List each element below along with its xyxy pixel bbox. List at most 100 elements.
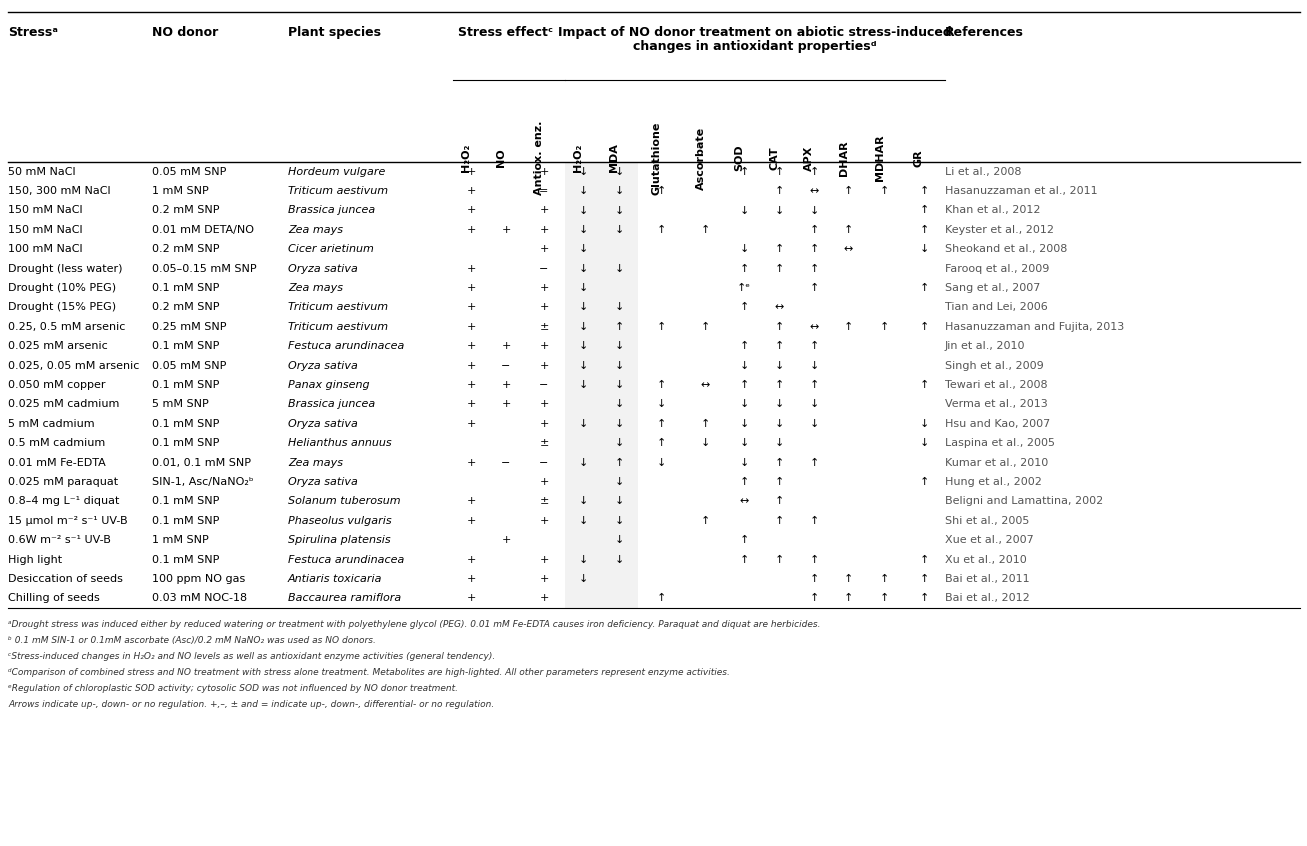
Text: ↑: ↑ [775, 554, 784, 564]
Text: ↑: ↑ [809, 225, 818, 235]
Text: 0.1 mM SNP: 0.1 mM SNP [152, 341, 220, 351]
Text: Arrows indicate up-, down- or no regulation. +,–, ± and = indicate up-, down-, d: Arrows indicate up-, down- or no regulat… [8, 700, 494, 709]
Text: 5 mM SNP: 5 mM SNP [152, 399, 209, 409]
Text: ↑: ↑ [809, 264, 818, 273]
Text: ↓: ↓ [578, 186, 588, 196]
Text: ↔: ↔ [809, 186, 818, 196]
Text: 0.1 mM SNP: 0.1 mM SNP [152, 283, 220, 293]
Text: +: + [502, 341, 511, 351]
Text: Chilling of seeds: Chilling of seeds [8, 593, 99, 603]
Text: Zea mays: Zea mays [288, 458, 342, 468]
Text: ↑: ↑ [844, 186, 853, 196]
Text: ᶜStress-induced changes in H₂O₂ and NO levels as well as antioxidant enzyme acti: ᶜStress-induced changes in H₂O₂ and NO l… [8, 652, 495, 661]
Text: Li et al., 2008: Li et al., 2008 [945, 167, 1022, 177]
Text: Antiaris toxicaria: Antiaris toxicaria [288, 574, 383, 584]
Text: ↓: ↓ [740, 458, 749, 468]
Text: ↑: ↑ [701, 225, 710, 235]
Text: ↑: ↑ [919, 477, 929, 487]
Text: APX: APX [804, 146, 814, 171]
Text: ↑ᵉ: ↑ᵉ [737, 283, 752, 293]
Text: ↓: ↓ [578, 419, 588, 429]
Text: High light: High light [8, 554, 63, 564]
Text: Solanum tuberosum: Solanum tuberosum [288, 497, 401, 507]
Text: ↓: ↓ [614, 186, 625, 196]
Text: ↓: ↓ [614, 399, 625, 409]
Text: Hordeum vulgare: Hordeum vulgare [288, 167, 386, 177]
Text: ↑: ↑ [775, 167, 784, 177]
Text: Cicer arietinum: Cicer arietinum [288, 244, 374, 255]
Text: ↑: ↑ [809, 574, 818, 584]
Text: ↑: ↑ [844, 593, 853, 603]
Text: +: + [502, 380, 511, 390]
Text: Stress effectᶜ: Stress effectᶜ [459, 26, 553, 39]
Text: ↑: ↑ [919, 554, 929, 564]
Text: +: + [467, 264, 476, 273]
Text: +: + [540, 516, 549, 525]
Text: +: + [467, 380, 476, 390]
Text: ↓: ↓ [614, 438, 625, 448]
Text: 0.01 mM Fe-EDTA: 0.01 mM Fe-EDTA [8, 458, 106, 468]
Text: ↑: ↑ [701, 321, 710, 332]
Text: ↓: ↓ [614, 554, 625, 564]
Text: ↔: ↔ [844, 244, 853, 255]
Text: ↓: ↓ [919, 419, 929, 429]
Text: NO donor: NO donor [152, 26, 218, 39]
Text: ↓: ↓ [614, 360, 625, 371]
Text: ↑: ↑ [740, 554, 749, 564]
Text: Triticum aestivum: Triticum aestivum [288, 321, 388, 332]
Text: Festuca arundinacea: Festuca arundinacea [288, 554, 404, 564]
Text: DHAR: DHAR [839, 140, 848, 176]
Text: ↑: ↑ [740, 264, 749, 273]
Text: Ascorbate: Ascorbate [695, 126, 706, 190]
Text: ↓: ↓ [578, 554, 588, 564]
Text: Glutathione: Glutathione [651, 121, 661, 195]
Text: ↓: ↓ [775, 419, 784, 429]
Text: ↓: ↓ [578, 360, 588, 371]
Text: ↑: ↑ [775, 380, 784, 390]
Text: ↓: ↓ [578, 225, 588, 235]
Text: SOD: SOD [735, 145, 744, 171]
Text: +: + [540, 244, 549, 255]
Text: +: + [540, 206, 549, 216]
Text: −: − [502, 458, 511, 468]
Text: Oryza sativa: Oryza sativa [288, 360, 358, 371]
Text: ↑: ↑ [844, 225, 853, 235]
Text: ↑: ↑ [919, 593, 929, 603]
Text: ↑: ↑ [657, 593, 667, 603]
Text: ↓: ↓ [578, 458, 588, 468]
Text: ↑: ↑ [740, 477, 749, 487]
Text: Keyster et al., 2012: Keyster et al., 2012 [945, 225, 1053, 235]
Text: Hsu and Kao, 2007: Hsu and Kao, 2007 [945, 419, 1051, 429]
Text: +: + [540, 477, 549, 487]
Text: ↓: ↓ [614, 302, 625, 312]
Text: −: − [540, 458, 549, 468]
Text: Singh et al., 2009: Singh et al., 2009 [945, 360, 1044, 371]
Text: +: + [502, 536, 511, 545]
Text: 0.2 mM SNP: 0.2 mM SNP [152, 302, 220, 312]
Text: +: + [467, 360, 476, 371]
Text: ↑: ↑ [657, 419, 667, 429]
Text: ↓: ↓ [578, 341, 588, 351]
Text: Helianthus annuus: Helianthus annuus [288, 438, 392, 448]
Text: ±: ± [540, 438, 549, 448]
Text: Verma et al., 2013: Verma et al., 2013 [945, 399, 1048, 409]
Text: 150 mM NaCl: 150 mM NaCl [8, 206, 82, 216]
Text: ↓: ↓ [657, 399, 667, 409]
Text: 100 mM NaCl: 100 mM NaCl [8, 244, 82, 255]
Text: 1 mM SNP: 1 mM SNP [152, 536, 209, 545]
Text: MDA: MDA [609, 144, 620, 173]
Text: Khan et al., 2012: Khan et al., 2012 [945, 206, 1040, 216]
Text: +: + [467, 516, 476, 525]
Text: +: + [467, 167, 476, 177]
Text: 0.1 mM SNP: 0.1 mM SNP [152, 380, 220, 390]
Text: 50 mM NaCl: 50 mM NaCl [8, 167, 76, 177]
Text: 0.1 mM SNP: 0.1 mM SNP [152, 419, 220, 429]
Text: Drought (15% PEG): Drought (15% PEG) [8, 302, 116, 312]
Text: ↑: ↑ [809, 380, 818, 390]
Text: Tewari et al., 2008: Tewari et al., 2008 [945, 380, 1048, 390]
Text: Oryza sativa: Oryza sativa [288, 419, 358, 429]
Text: +: + [540, 574, 549, 584]
Text: Festuca arundinacea: Festuca arundinacea [288, 341, 404, 351]
Text: ↑: ↑ [775, 264, 784, 273]
Text: ↓: ↓ [809, 360, 818, 371]
